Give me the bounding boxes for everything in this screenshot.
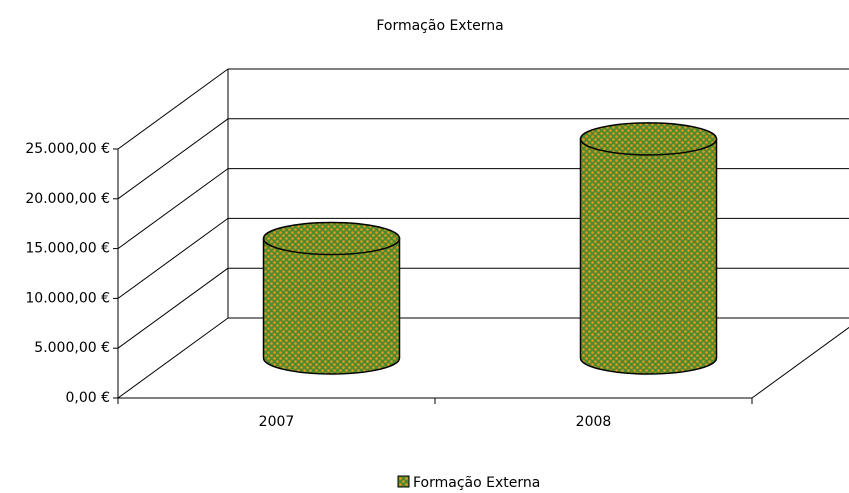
grid-line <box>117 267 229 349</box>
grid-line <box>117 217 229 299</box>
legend-swatch <box>397 475 410 488</box>
bar <box>262 237 401 375</box>
y-tick-label: 0,00 € <box>65 390 110 406</box>
grid-line <box>117 68 229 150</box>
x-tick-label: 2008 <box>576 414 612 430</box>
bar <box>579 138 718 375</box>
grid-line <box>117 317 229 399</box>
cylinder <box>579 122 718 375</box>
x-tick-label: 2007 <box>259 414 295 430</box>
y-tick-label: 25.000,00 € <box>25 141 110 157</box>
legend-label: Formação Externa <box>413 475 540 491</box>
grid-line <box>117 118 229 200</box>
cylinder <box>262 221 401 375</box>
y-tick-label: 20.000,00 € <box>25 191 110 207</box>
bar-top <box>579 122 718 156</box>
y-tick-label: 15.000,00 € <box>25 241 110 257</box>
y-tick-label: 10.000,00 € <box>25 290 110 306</box>
chart-title: Formação Externa <box>376 18 503 34</box>
bar-top <box>262 221 401 256</box>
floor-edge <box>751 326 849 399</box>
grid-line <box>117 168 229 250</box>
y-tick-label: 5.000,00 € <box>34 340 110 356</box>
